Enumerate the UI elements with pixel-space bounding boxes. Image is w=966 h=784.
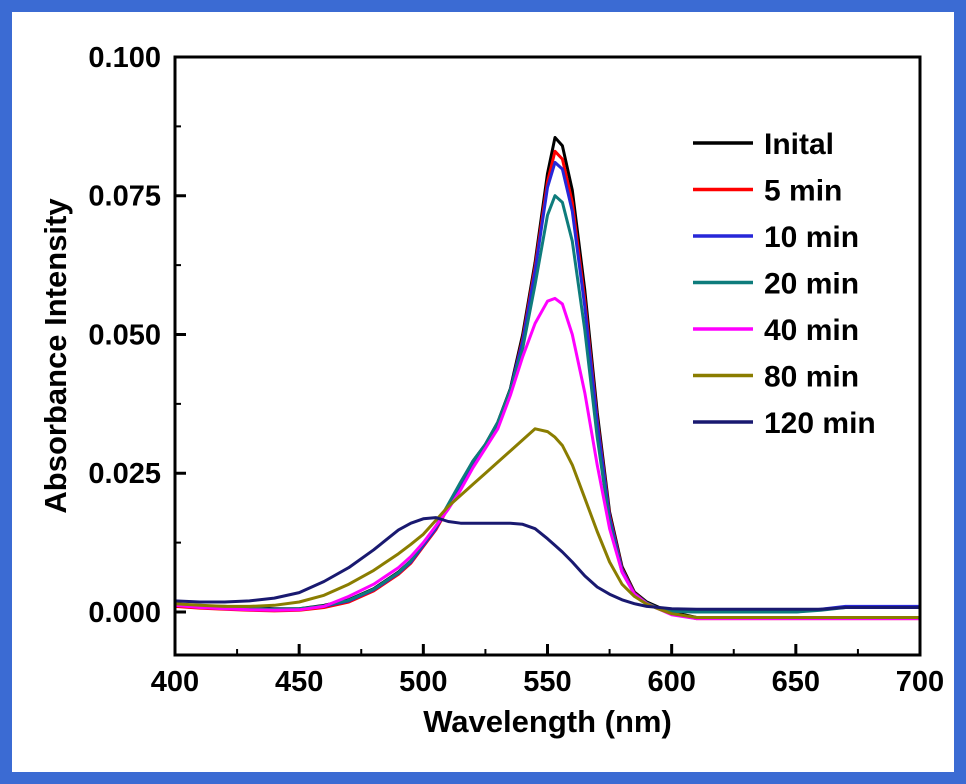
x-tick-label: 700: [896, 666, 944, 698]
x-tick-label: 500: [399, 666, 447, 698]
x-axis-title: Wavelength (nm): [423, 704, 672, 739]
series-line-120-min: [173, 516, 922, 611]
y-tick-label: 0.050: [88, 319, 161, 351]
legend-label-120-min: 120 min: [764, 407, 876, 440]
y-axis-title: Absorbance Intensity: [38, 198, 73, 514]
legend-label-10-min: 10 min: [764, 221, 859, 254]
series-line-80-min: [173, 427, 922, 619]
x-tick-label: 450: [275, 666, 323, 698]
x-tick-label: 650: [772, 666, 820, 698]
series-line-20-min: [173, 194, 922, 614]
legend-label-5-min: 5 min: [764, 175, 842, 208]
y-tick-label: 0.000: [88, 597, 161, 629]
legend-label-80-min: 80 min: [764, 361, 859, 394]
y-tick-label: 0.075: [88, 181, 161, 213]
x-tick-label: 600: [647, 666, 695, 698]
x-tick-label: 550: [523, 666, 571, 698]
x-tick-label: 400: [151, 666, 199, 698]
y-tick-label: 0.100: [88, 42, 161, 74]
legend-label-inital: Inital: [764, 128, 834, 161]
legend-label-40-min: 40 min: [764, 314, 859, 347]
legend-label-20-min: 20 min: [764, 268, 859, 301]
y-tick-label: 0.025: [88, 458, 161, 490]
